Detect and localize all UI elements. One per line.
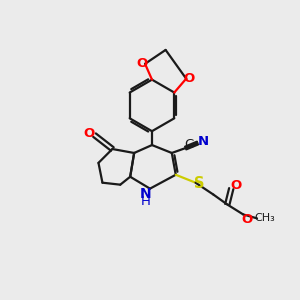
Text: CH₃: CH₃ xyxy=(255,213,275,224)
Text: N: N xyxy=(198,135,209,148)
Text: O: O xyxy=(231,179,242,192)
Text: N: N xyxy=(140,187,152,201)
Text: O: O xyxy=(83,127,94,140)
Text: O: O xyxy=(184,72,195,85)
Text: O: O xyxy=(136,57,148,70)
Text: O: O xyxy=(242,213,253,226)
Text: H: H xyxy=(141,195,151,208)
Text: S: S xyxy=(194,176,205,191)
Text: C: C xyxy=(184,138,193,151)
